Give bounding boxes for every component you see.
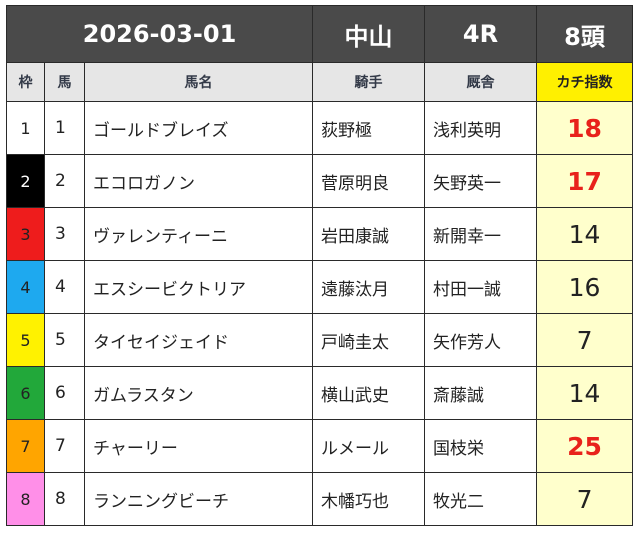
kachi-index-value: 18 <box>536 101 634 155</box>
runner-count: 8頭 <box>536 5 634 63</box>
horse-name: ゴールドブレイズ <box>83 101 314 155</box>
waku-number: 7 <box>6 419 45 473</box>
waku-number: 3 <box>6 207 45 261</box>
race-venue: 中山 <box>312 5 426 63</box>
table-row: 1 1 ゴールドブレイズ 荻野極 浅利英明 18 <box>6 101 634 155</box>
race-table: 2026-03-01 中山 4R 8頭枠馬馬名 騎手 厩舎 カチ指数 1 1 ゴールドブレイズ 荻野… <box>5 5 634 526</box>
col-header-jockey: 騎手 <box>312 62 426 102</box>
horse-number: 5 <box>44 313 85 367</box>
horse-name: エスシービクトリア <box>83 260 314 314</box>
horse-name: ガムラスタン <box>83 366 314 420</box>
jockey-name: 岩田康誠 <box>312 207 426 261</box>
col-header-horse-name: 馬名 <box>83 62 314 102</box>
waku-number: 6 <box>6 366 45 420</box>
kachi-index-value: 17 <box>536 154 634 208</box>
kachi-index-value: 14 <box>536 207 634 261</box>
horse-number: 7 <box>44 419 85 473</box>
waku-number: 5 <box>6 313 45 367</box>
race-date: 2026-03-01 <box>5 5 314 63</box>
jockey-name: 戸崎圭太 <box>312 313 426 367</box>
horse-name: エコロガノン <box>83 154 314 208</box>
jockey-name: 荻野極 <box>312 101 426 155</box>
kachi-index-value: 7 <box>536 313 634 367</box>
waku-number: 1 <box>6 101 45 155</box>
col-header-waku: 枠 <box>6 62 45 102</box>
table-row: 6 6 ガムラスタン 横山武史 斎藤誠 14 <box>6 366 634 420</box>
waku-number: 4 <box>6 260 45 314</box>
table-row: 3 3 ヴァレンティーニ 岩田康誠 新開幸一 14 <box>6 207 634 261</box>
table-row: 5 5 タイセイジェイド 戸崎圭太 矢作芳人 7 <box>6 313 634 367</box>
waku-number: 8 <box>6 472 45 526</box>
jockey-name: 遠藤汰月 <box>312 260 426 314</box>
horse-number: 1 <box>44 101 85 155</box>
kachi-index-value: 14 <box>536 366 634 420</box>
table-row: 7 7 チャーリー ルメール 国枝栄 25 <box>6 419 634 473</box>
race-card: 2026-03-01 中山 4R 8頭枠馬馬名 騎手 厩舎 カチ指数 1 1 ゴールドブレイズ 荻野… <box>5 5 634 540</box>
jockey-name: 横山武史 <box>312 366 426 420</box>
trainer-name: 牧光二 <box>424 472 538 526</box>
col-header-trainer: 厩舎 <box>424 62 538 102</box>
race-number: 4R <box>424 5 538 63</box>
jockey-name: 菅原明良 <box>312 154 426 208</box>
trainer-name: 国枝栄 <box>424 419 538 473</box>
column-header-row: 枠馬馬名 騎手 厩舎 カチ指数 <box>6 62 634 102</box>
table-row: 2 2 エコロガノン 菅原明良 矢野英一 17 <box>6 154 634 208</box>
kachi-index-value: 16 <box>536 260 634 314</box>
horse-name: ヴァレンティーニ <box>83 207 314 261</box>
trainer-name: 斎藤誠 <box>424 366 538 420</box>
horse-number: 2 <box>44 154 85 208</box>
trainer-name: 新開幸一 <box>424 207 538 261</box>
horse-number: 4 <box>44 260 85 314</box>
waku-number: 2 <box>6 154 45 208</box>
jockey-name: 木幡巧也 <box>312 472 426 526</box>
trainer-name: 矢作芳人 <box>424 313 538 367</box>
horse-name: タイセイジェイド <box>83 313 314 367</box>
trainer-name: 浅利英明 <box>424 101 538 155</box>
trainer-name: 村田一誠 <box>424 260 538 314</box>
col-header-index: カチ指数 <box>536 62 634 102</box>
col-header-uma: 馬 <box>44 62 85 102</box>
horse-name: ランニングビーチ <box>83 472 314 526</box>
table-row: 4 4 エスシービクトリア 遠藤汰月 村田一誠 16 <box>6 260 634 314</box>
table-row: 8 8 ランニングビーチ 木幡巧也 牧光二 7 <box>6 472 634 526</box>
race-header-row: 2026-03-01 中山 4R 8頭 <box>5 5 634 63</box>
kachi-index-value: 25 <box>536 419 634 473</box>
trainer-name: 矢野英一 <box>424 154 538 208</box>
horse-name: チャーリー <box>83 419 314 473</box>
jockey-name: ルメール <box>312 419 426 473</box>
horse-number: 6 <box>44 366 85 420</box>
horse-number: 3 <box>44 207 85 261</box>
kachi-index-value: 7 <box>536 472 634 526</box>
horse-number: 8 <box>44 472 85 526</box>
